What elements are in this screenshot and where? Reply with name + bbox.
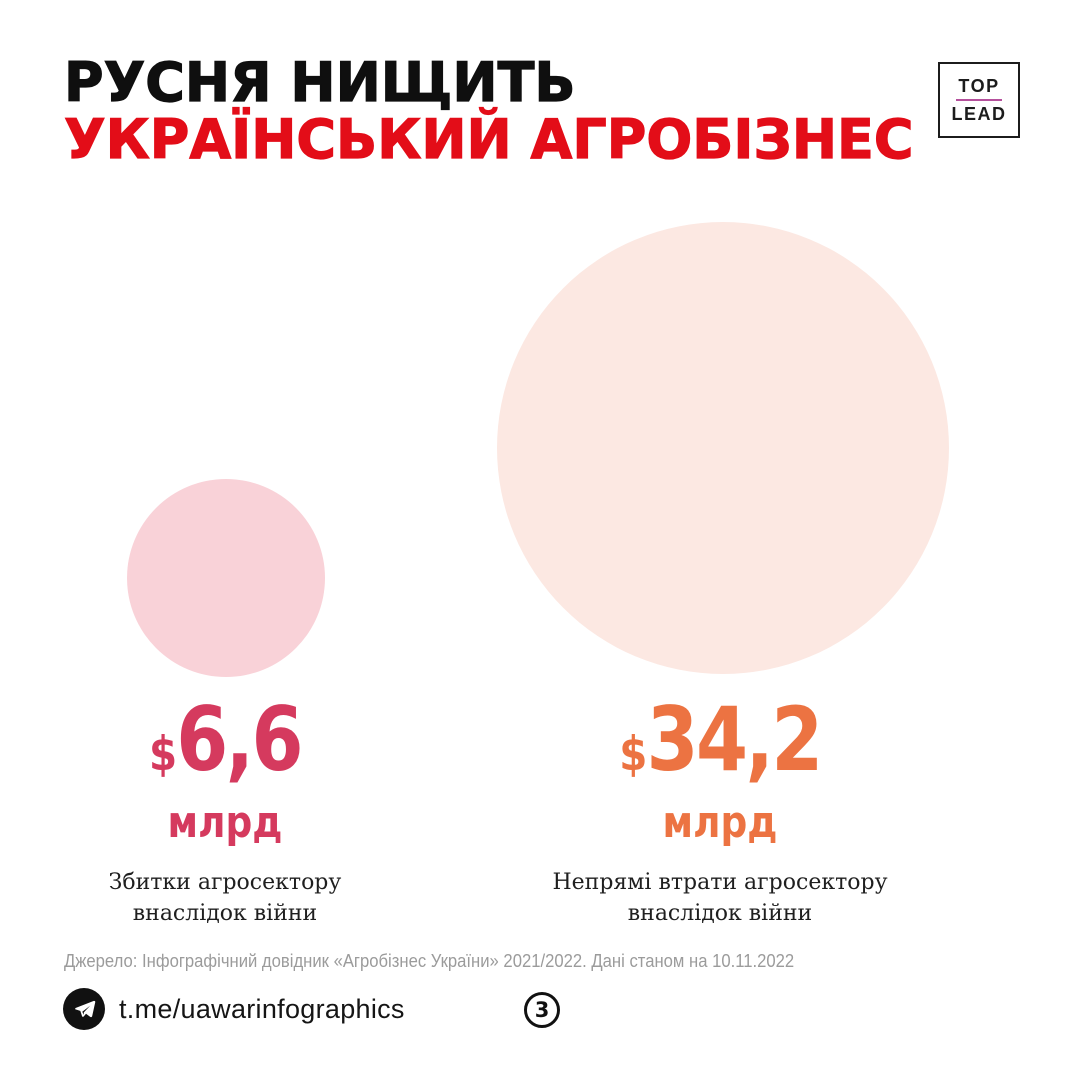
footer: t.me/uawarinfographics bbox=[63, 988, 405, 1030]
caption-indirect-losses: Непрямі втрати агросектору внаслідок вій… bbox=[515, 867, 925, 929]
currency-sign: $ bbox=[148, 727, 177, 782]
page-number: 3 bbox=[534, 998, 550, 1022]
value-indirect-losses: $34,2 bbox=[546, 696, 895, 795]
caption-line: внаслідок війни bbox=[627, 901, 813, 926]
top-lead-logo: TOP LEAD bbox=[938, 62, 1020, 138]
unit-label-indirect: млрд bbox=[662, 797, 778, 848]
caption-line: Непрямі втрати агросектору bbox=[552, 870, 888, 895]
unit-label-direct: млрд bbox=[167, 797, 283, 848]
currency-sign: $ bbox=[619, 727, 647, 782]
value-direct-losses: $6,6 bbox=[72, 696, 378, 795]
amount-text: 34,2 bbox=[646, 688, 823, 791]
value-group-indirect-losses: $34,2 млрд Непрямі втрати агросектору вн… bbox=[515, 696, 925, 929]
caption-line: Збитки агросектору bbox=[108, 870, 342, 895]
telegram-icon[interactable] bbox=[63, 988, 105, 1030]
value-group-direct-losses: $6,6 млрд Збитки агросектору внаслідок в… bbox=[45, 696, 405, 929]
page-number-badge: 3 bbox=[524, 992, 560, 1028]
title-line-2: УКРАЇНСЬКИЙ АГРОБІЗНЕС bbox=[63, 108, 914, 171]
page-title: РУСНЯ НИЩИТЬ УКРАЇНСЬКИЙ АГРОБІЗНЕС bbox=[63, 51, 914, 171]
caption-line: внаслідок війни bbox=[132, 901, 318, 926]
telegram-link[interactable]: t.me/uawarinfographics bbox=[119, 993, 405, 1024]
source-note: Джерело: Інфографічний довідник «Агробіз… bbox=[64, 950, 795, 971]
bubble-indirect-losses bbox=[497, 222, 949, 674]
title-line-1: РУСНЯ НИЩИТЬ bbox=[63, 51, 576, 114]
caption-direct-losses: Збитки агросектору внаслідок війни bbox=[45, 867, 405, 929]
bubble-direct-losses bbox=[127, 479, 325, 677]
logo-lead-text: LEAD bbox=[951, 104, 1007, 124]
amount-text: 6,6 bbox=[176, 688, 303, 791]
logo-divider-line bbox=[956, 99, 1002, 101]
logo-top-text: TOP bbox=[958, 76, 1000, 96]
